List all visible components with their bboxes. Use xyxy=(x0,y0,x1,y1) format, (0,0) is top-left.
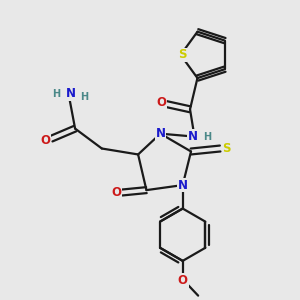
Text: N: N xyxy=(66,87,76,100)
Text: O: O xyxy=(111,186,121,199)
Text: N: N xyxy=(155,127,165,140)
Text: H: H xyxy=(203,132,211,142)
Text: O: O xyxy=(178,274,188,287)
Text: H: H xyxy=(80,92,88,101)
Text: H: H xyxy=(52,88,60,98)
Text: O: O xyxy=(40,134,50,147)
Text: S: S xyxy=(222,142,231,155)
Text: O: O xyxy=(156,96,166,109)
Text: N: N xyxy=(178,178,188,192)
Text: S: S xyxy=(178,48,186,62)
Text: N: N xyxy=(188,130,198,143)
